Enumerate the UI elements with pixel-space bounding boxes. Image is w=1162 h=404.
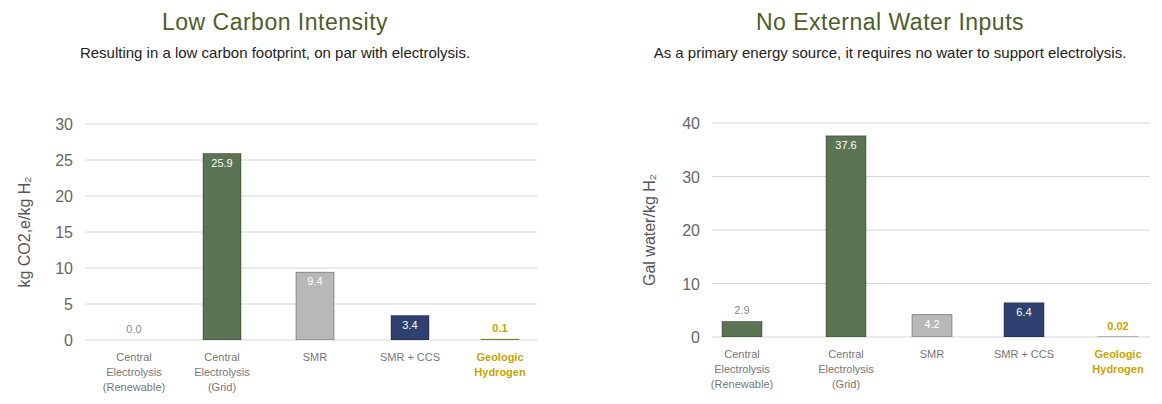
data-label: 3.4 <box>402 319 417 331</box>
x-tick-label: CentralElectrolysis(Grid) <box>818 348 874 390</box>
grid-line <box>712 176 1150 177</box>
grid-line <box>85 160 537 161</box>
y-tick-label: 20 <box>55 188 73 205</box>
grid-line <box>712 123 1150 124</box>
data-label: 9.4 <box>307 275 322 287</box>
data-label: 37.6 <box>835 139 856 151</box>
grid-line <box>85 232 537 233</box>
bar <box>391 316 429 340</box>
data-label: 25.9 <box>211 157 232 169</box>
x-tick-label: CentralElectrolysis(Renewable) <box>711 348 773 390</box>
y-tick-label: 5 <box>64 296 73 313</box>
grid-line <box>712 283 1150 284</box>
x-tick-label: SMR <box>920 348 945 360</box>
y-tick-label: 15 <box>55 224 73 241</box>
chart-title: No External Water Inputs <box>620 9 1160 36</box>
data-label: 0.1 <box>492 322 507 334</box>
bars <box>722 136 1138 337</box>
bar <box>826 136 866 337</box>
bar <box>203 154 241 340</box>
data-label: 6.4 <box>1016 306 1031 318</box>
x-tick-label: CentralElectrolysis(Grid) <box>194 351 250 393</box>
y-axis-label: Gal water/kg H₂ <box>641 174 658 286</box>
y-tick-label: 30 <box>55 116 73 133</box>
chart-subtitle: As a primary energy source, it requires … <box>625 42 1155 63</box>
grid-line <box>85 268 537 269</box>
y-tick-label: 10 <box>682 276 700 293</box>
bar <box>1098 336 1138 337</box>
x-tick-label: GeologicHydrogen <box>474 351 526 378</box>
grid-line <box>85 124 537 125</box>
chart-subtitle: Resulting in a low carbon footprint, on … <box>0 42 550 63</box>
x-tick-label: SMR <box>303 351 328 363</box>
x-tick-label: GeologicHydrogen <box>1092 348 1144 375</box>
y-tick-label: 0 <box>691 329 700 346</box>
grid-line <box>712 230 1150 231</box>
y-tick-label: 20 <box>682 222 700 239</box>
x-tick-label: SMR + CCS <box>994 348 1054 360</box>
data-label: 0.0 <box>126 323 141 335</box>
bar <box>722 321 762 337</box>
x-tick-label: CentralElectrolysis(Renewable) <box>103 351 165 393</box>
bar <box>296 272 334 340</box>
grid-line <box>85 196 537 197</box>
data-label: 2.9 <box>734 304 749 316</box>
bar <box>912 315 952 337</box>
data-label: 4.2 <box>924 318 939 330</box>
y-axis-label: kg CO2,e/kg H₂ <box>16 176 33 287</box>
x-tick-label: SMR + CCS <box>380 351 440 363</box>
bars <box>203 154 519 340</box>
y-tick-label: 0 <box>64 332 73 349</box>
chart-title: Low Carbon Intensity <box>0 9 550 36</box>
data-label: 0.02 <box>1107 320 1128 332</box>
y-tick-label: 25 <box>55 152 73 169</box>
y-tick-label: 10 <box>55 260 73 277</box>
y-tick-label: 30 <box>682 169 700 186</box>
bar <box>1004 303 1044 337</box>
bar <box>115 340 153 341</box>
bar <box>481 339 519 340</box>
y-tick-label: 40 <box>682 115 700 132</box>
